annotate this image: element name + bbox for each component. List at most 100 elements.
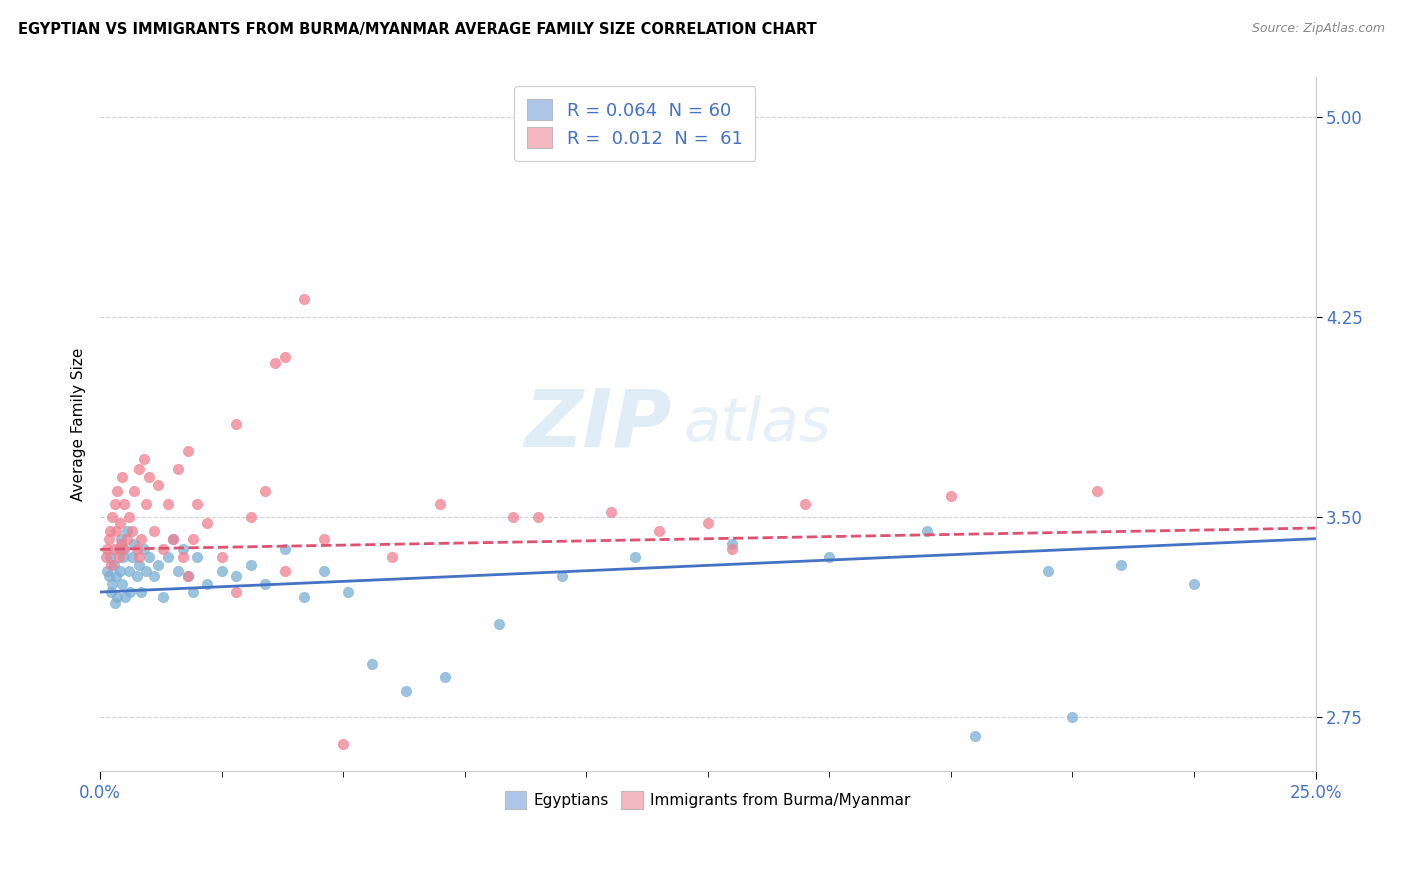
Point [125,569,148,583]
Text: atlas: atlas [683,394,831,453]
Point [157,497,180,511]
Point [648,524,671,538]
Point [108,516,131,530]
Point [131,532,153,546]
Point [167,564,190,578]
Point [332,737,354,751]
Point [274,351,297,365]
Point [121,550,143,565]
Point [132,451,155,466]
Point [225,417,247,431]
Point [818,550,841,565]
Point [138,550,160,565]
Point [101,577,124,591]
Point [114,542,136,557]
Point [118,564,141,578]
Point [939,489,962,503]
Point [167,462,190,476]
Point [107,542,129,557]
Point [721,542,744,557]
Point [195,516,218,530]
Point [186,497,208,511]
Point [104,524,127,538]
Point [112,542,135,557]
Point [100,558,122,573]
Point [488,617,510,632]
Point [152,591,174,605]
Point [965,729,987,743]
Point [239,510,262,524]
Point [97,569,120,583]
Point [721,537,744,551]
Point [526,510,548,524]
Point [104,569,127,583]
Y-axis label: Average Family Size: Average Family Size [72,347,86,500]
Point [111,577,134,591]
Point [624,550,647,565]
Point [225,585,247,599]
Point [152,542,174,557]
Point [1109,558,1132,573]
Point [98,550,121,565]
Point [120,585,142,599]
Point [132,542,155,557]
Text: EGYPTIAN VS IMMIGRANTS FROM BURMA/MYANMAR AVERAGE FAMILY SIZE CORRELATION CHART: EGYPTIAN VS IMMIGRANTS FROM BURMA/MYANMA… [18,22,817,37]
Point [157,550,180,565]
Point [254,577,277,591]
Point [148,478,170,492]
Point [122,483,145,498]
Point [135,564,157,578]
Point [254,483,277,498]
Point [195,577,218,591]
Point [115,532,138,546]
Text: Source: ZipAtlas.com: Source: ZipAtlas.com [1251,22,1385,36]
Point [128,558,150,573]
Point [96,542,118,557]
Point [337,585,360,599]
Point [395,683,418,698]
Point [105,591,128,605]
Point [274,542,297,557]
Point [103,542,125,557]
Point [1085,483,1108,498]
Point [211,550,233,565]
Point [186,550,208,565]
Point [111,470,134,484]
Point [138,470,160,484]
Point [434,670,457,684]
Point [162,532,184,546]
Point [128,550,150,565]
Point [312,564,335,578]
Point [292,292,315,306]
Point [118,510,141,524]
Legend: Egyptians, Immigrants from Burma/Myanmar: Egyptians, Immigrants from Burma/Myanmar [499,785,917,815]
Point [103,558,125,573]
Point [148,558,170,573]
Text: ZIP: ZIP [524,385,672,463]
Point [105,483,128,498]
Point [599,505,621,519]
Point [142,569,165,583]
Point [312,532,335,546]
Point [125,542,148,557]
Point [211,564,233,578]
Point [429,497,451,511]
Point [794,497,817,511]
Point [176,569,198,583]
Point [502,510,524,524]
Point [172,542,194,557]
Point [104,497,127,511]
Point [128,462,150,476]
Point [107,550,129,565]
Point [114,591,136,605]
Point [1182,577,1205,591]
Point [96,564,118,578]
Point [181,585,204,599]
Point [122,537,145,551]
Point [94,550,117,565]
Point [110,537,132,551]
Point [162,532,184,546]
Point [121,524,143,538]
Point [264,356,287,370]
Point [239,558,262,573]
